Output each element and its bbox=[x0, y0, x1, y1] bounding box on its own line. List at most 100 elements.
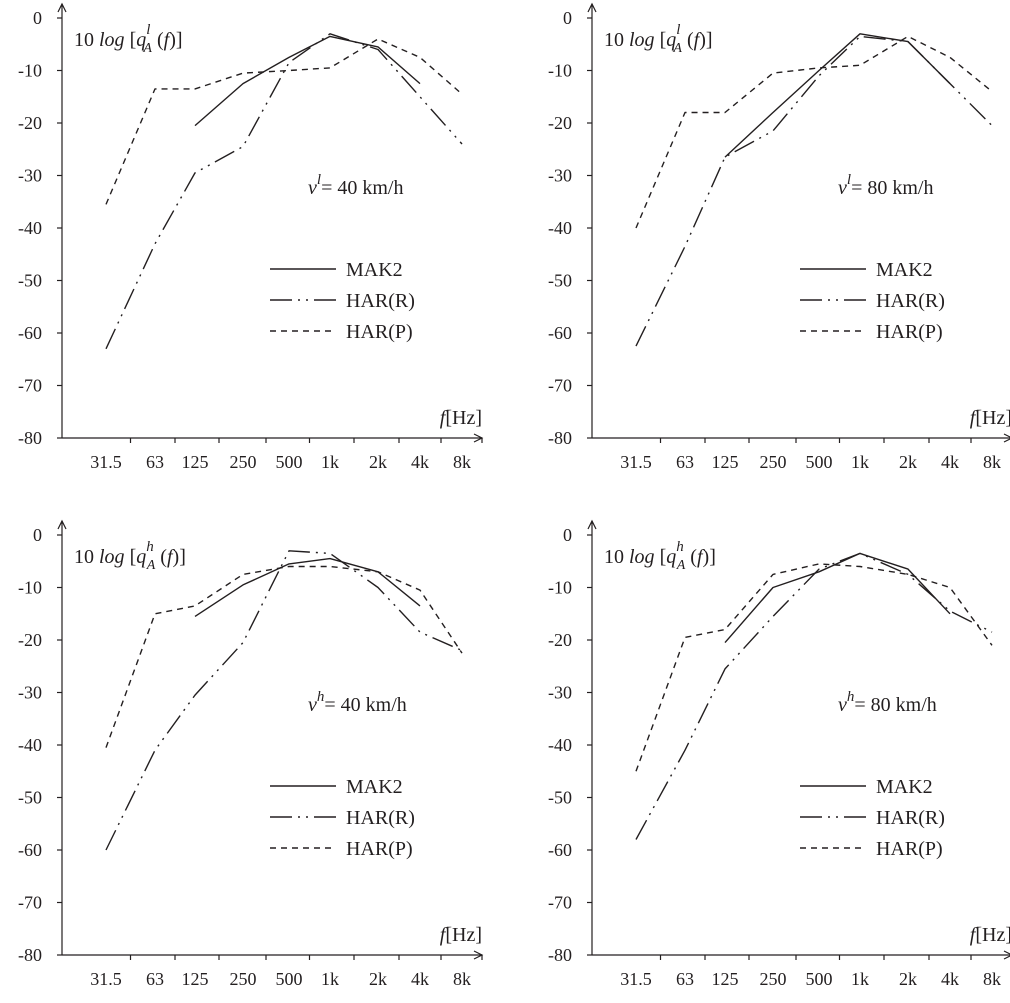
series-line-har-r bbox=[635, 552, 993, 840]
x-tick-label: 2k bbox=[369, 452, 387, 472]
y-axis-arrow bbox=[57, 519, 67, 530]
ylabel-arg: f bbox=[694, 29, 702, 51]
xlabel-unit: [Hz] bbox=[445, 924, 482, 946]
y-tick-label: 0 bbox=[33, 525, 42, 545]
xlabel-unit: [Hz] bbox=[975, 924, 1010, 946]
ylabel-q: q bbox=[666, 546, 676, 568]
xlabel-f: f bbox=[440, 924, 448, 946]
y-tick-label: -80 bbox=[18, 945, 42, 965]
y-tick-label: -70 bbox=[18, 893, 42, 913]
annotation-speed-text: = 40 km/h bbox=[324, 694, 406, 716]
y-tick-label: -30 bbox=[548, 683, 572, 703]
ylabel-bracket-open: [ bbox=[125, 546, 137, 568]
y-tick-label: 0 bbox=[563, 525, 572, 545]
x-tick-label: 4k bbox=[941, 969, 959, 989]
chart-panel-bottom-right: 0 -10 -20 -30 -40 -50 -60 -70 -80 31.5 63 125 250 500… bbox=[548, 519, 1010, 989]
x-tick-label: 125 bbox=[182, 969, 209, 989]
x-tick-label: 8k bbox=[453, 969, 471, 989]
y-tick-label: -80 bbox=[548, 945, 572, 965]
x-axis-label: f[Hz] bbox=[440, 407, 482, 429]
ylabel-bracket-open: [ bbox=[125, 29, 137, 51]
legend: MAK2 HAR(R) HAR(P) bbox=[270, 776, 415, 860]
ylabel-q: q bbox=[136, 29, 146, 51]
ylabel-superscript: l bbox=[676, 22, 680, 38]
y-tick-label: 0 bbox=[33, 8, 42, 28]
y-axis-label: 10 log [qh A (f)] bbox=[604, 539, 716, 573]
annotation-superscript: l bbox=[317, 172, 321, 188]
ylabel-superscript: l bbox=[146, 22, 150, 38]
annotation-superscript: h bbox=[317, 689, 325, 705]
chart-panel-bottom-left: 0 -10 -20 -30 -40 -50 -60 -70 -80 31.5 63 125 250 500… bbox=[18, 519, 484, 989]
y-tick-label: -20 bbox=[18, 630, 42, 650]
y-tick-label: -30 bbox=[18, 166, 42, 186]
xlabel-f: f bbox=[440, 407, 448, 429]
y-axis-label: 10 log [ql A (f)] bbox=[604, 22, 713, 56]
x-tick-label: 63 bbox=[146, 452, 164, 472]
x-tick-label: 8k bbox=[983, 969, 1001, 989]
y-tick-label: -70 bbox=[18, 376, 42, 396]
y-tick-label: -40 bbox=[18, 218, 42, 238]
ylabel-paren-open: ( bbox=[155, 546, 167, 568]
x-tick-label: 31.5 bbox=[90, 452, 122, 472]
y-tick-label: -60 bbox=[548, 840, 572, 860]
xlabel-f: f bbox=[970, 924, 978, 946]
y-axis-arrow bbox=[587, 2, 597, 13]
ylabel-subscript: A bbox=[676, 558, 686, 573]
x-tick-label: 1k bbox=[851, 969, 869, 989]
series-line-har-r bbox=[105, 550, 463, 851]
series-line-mak2 bbox=[194, 557, 421, 617]
speed-annotation: vh= 40 km/h bbox=[308, 689, 407, 716]
ylabel-paren-open: ( bbox=[152, 29, 164, 51]
x-tick-label: 500 bbox=[276, 452, 303, 472]
y-tick-label: -20 bbox=[18, 113, 42, 133]
legend-label-har-p: HAR(P) bbox=[346, 838, 413, 860]
ylabel-bracket-open: [ bbox=[655, 29, 667, 51]
legend-label-mak2: MAK2 bbox=[346, 776, 403, 798]
ylabel-paren-close: )] bbox=[173, 546, 186, 568]
x-tick-label: 250 bbox=[760, 969, 787, 989]
series-line-har-r bbox=[105, 33, 463, 350]
legend-label-har-p: HAR(P) bbox=[876, 321, 943, 343]
annotation-superscript: l bbox=[847, 172, 851, 188]
ylabel-arg: f bbox=[697, 546, 705, 568]
y-tick-label: -30 bbox=[548, 166, 572, 186]
x-tick-label: 8k bbox=[983, 452, 1001, 472]
xlabel-f: f bbox=[970, 407, 978, 429]
ylabel-paren-close: )] bbox=[699, 29, 712, 51]
annotation-v: v bbox=[838, 694, 847, 716]
x-tick-label: 125 bbox=[712, 969, 739, 989]
speed-annotation: vl= 40 km/h bbox=[308, 172, 403, 199]
x-axis-arrow bbox=[1003, 950, 1010, 960]
ylabel-prefix: 10 bbox=[74, 546, 99, 568]
annotation-speed-text: = 80 km/h bbox=[851, 177, 933, 199]
x-tick-label: 63 bbox=[146, 969, 164, 989]
x-tick-label: 1k bbox=[321, 969, 339, 989]
x-tick-label: 500 bbox=[806, 452, 833, 472]
y-tick-label: -70 bbox=[548, 376, 572, 396]
x-axis-label: f[Hz] bbox=[440, 924, 482, 946]
x-tick-label: 500 bbox=[276, 969, 303, 989]
y-tick-label: -10 bbox=[18, 578, 42, 598]
x-tick-label: 2k bbox=[369, 969, 387, 989]
y-axis-arrow bbox=[57, 2, 67, 13]
x-tick-label: 250 bbox=[760, 452, 787, 472]
y-tick-label: -50 bbox=[18, 788, 42, 808]
x-tick-label: 31.5 bbox=[620, 969, 652, 989]
ylabel-paren-close: )] bbox=[169, 29, 182, 51]
x-tick-label: 125 bbox=[712, 452, 739, 472]
x-tick-label: 125 bbox=[182, 452, 209, 472]
y-tick-label: -80 bbox=[18, 428, 42, 448]
series-line-mak2 bbox=[194, 35, 421, 127]
series-line-har-p bbox=[635, 563, 993, 772]
y-tick-label: -30 bbox=[18, 683, 42, 703]
ylabel-q: q bbox=[666, 29, 676, 51]
series-line-mak2 bbox=[724, 33, 951, 158]
y-tick-label: -20 bbox=[548, 630, 572, 650]
ylabel-log: log bbox=[99, 546, 125, 568]
ylabel-arg: f bbox=[167, 546, 175, 568]
x-tick-label: 1k bbox=[851, 452, 869, 472]
ylabel-subscript: A bbox=[142, 41, 152, 56]
ylabel-log: log bbox=[99, 29, 125, 51]
chart-panel-top-left: 0 -10 -20 -30 -40 -50 -60 -70 -80 31.5 63 125 250 500… bbox=[18, 2, 484, 472]
x-tick-label: 4k bbox=[411, 969, 429, 989]
